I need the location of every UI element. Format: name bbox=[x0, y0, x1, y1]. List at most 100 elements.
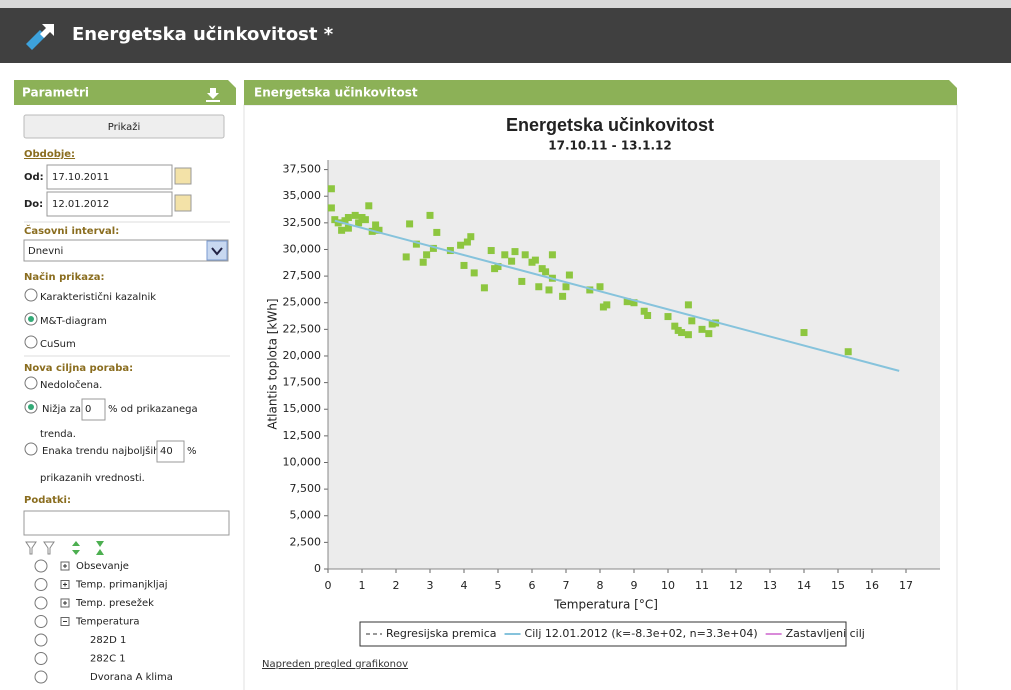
point bbox=[402, 253, 410, 261]
x-tick-label: 2 bbox=[393, 579, 400, 592]
tree-item: Obsevanje bbox=[76, 561, 129, 572]
point bbox=[419, 258, 427, 266]
point bbox=[423, 251, 431, 259]
radio[interactable] bbox=[24, 335, 38, 349]
tree-item: Dvorana A klima bbox=[90, 672, 173, 683]
point bbox=[344, 214, 352, 222]
point bbox=[671, 322, 679, 330]
best-value: 40 bbox=[160, 446, 173, 457]
point bbox=[630, 299, 638, 307]
point bbox=[535, 283, 543, 291]
target-line bbox=[334, 219, 900, 372]
x-tick-label: 0 bbox=[325, 579, 332, 592]
point bbox=[664, 313, 672, 321]
point bbox=[640, 307, 648, 315]
legend-label: Regresijska premica bbox=[386, 627, 497, 640]
best-input[interactable] bbox=[156, 440, 185, 463]
radio-label: Nedoločena. bbox=[40, 379, 102, 391]
sidebar-header bbox=[14, 80, 236, 105]
show-button-label: Prikaži bbox=[108, 121, 141, 133]
calendar-button[interactable] bbox=[174, 167, 192, 185]
point bbox=[586, 286, 594, 294]
to-input[interactable] bbox=[46, 191, 173, 217]
select-arrow[interactable] bbox=[206, 240, 228, 261]
panel-header bbox=[244, 80, 957, 105]
from-input[interactable] bbox=[46, 164, 173, 190]
point bbox=[426, 211, 434, 219]
radio[interactable] bbox=[34, 578, 48, 591]
chart-subtitle: 17.10.11 - 13.1.12 bbox=[548, 139, 671, 153]
calendar-button[interactable] bbox=[174, 194, 192, 212]
show-button[interactable] bbox=[23, 114, 225, 139]
plot-area bbox=[328, 160, 940, 569]
from-label: Od: bbox=[24, 172, 44, 183]
point bbox=[433, 228, 441, 236]
advanced-link[interactable]: Napreden pregled grafikonov bbox=[262, 659, 408, 670]
x-tick-label: 15 bbox=[831, 579, 845, 592]
x-tick-label: 17 bbox=[899, 579, 913, 592]
point bbox=[603, 301, 611, 309]
point bbox=[351, 211, 359, 219]
to-label: Do: bbox=[24, 199, 43, 210]
from-value: 17.10.2011 bbox=[52, 172, 109, 183]
radio[interactable] bbox=[34, 596, 48, 610]
y-tick-label: 35,000 bbox=[283, 189, 322, 202]
data-label: Podatki: bbox=[24, 495, 71, 506]
sidebar-title: Parametri bbox=[22, 86, 89, 100]
y-tick-label: 10,000 bbox=[283, 455, 322, 468]
legend bbox=[359, 621, 847, 647]
panel-title: Energetska učinkovitost bbox=[254, 86, 418, 100]
interval-value: Dnevni bbox=[28, 246, 63, 257]
point bbox=[372, 221, 380, 229]
y-tick-label: 27,500 bbox=[283, 269, 322, 282]
radio[interactable] bbox=[24, 288, 38, 302]
point bbox=[548, 251, 556, 259]
y-tick-label: 25,000 bbox=[283, 296, 322, 309]
legend-label: Zastavljeni cilj bbox=[786, 627, 865, 640]
x-tick-label: 14 bbox=[797, 579, 811, 592]
lower-after: % od prikazanega bbox=[108, 404, 198, 415]
point bbox=[508, 257, 516, 265]
x-tick-label: 12 bbox=[729, 579, 743, 592]
x-tick-label: 5 bbox=[495, 579, 502, 592]
radio[interactable] bbox=[34, 615, 48, 628]
radio[interactable] bbox=[24, 376, 38, 390]
point bbox=[698, 325, 706, 333]
search-input[interactable] bbox=[23, 510, 230, 536]
target-label: Nova ciljna poraba: bbox=[24, 363, 133, 374]
radio[interactable] bbox=[34, 670, 48, 684]
filter-icons[interactable] bbox=[25, 541, 104, 555]
x-tick-label: 3 bbox=[427, 579, 434, 592]
tree-item: 282D 1 bbox=[90, 635, 126, 646]
y-tick-label: 17,500 bbox=[283, 376, 322, 389]
y-tick-label: 12,500 bbox=[283, 429, 322, 442]
point bbox=[844, 348, 852, 356]
x-tick-label: 11 bbox=[695, 579, 709, 592]
x-tick-label: 7 bbox=[563, 579, 570, 592]
point bbox=[338, 226, 346, 234]
display-label: Način prikaza: bbox=[24, 271, 105, 283]
header-bar bbox=[0, 8, 1011, 63]
lower-input[interactable] bbox=[81, 398, 106, 421]
point bbox=[460, 261, 468, 269]
point bbox=[412, 240, 420, 248]
point bbox=[688, 317, 696, 325]
download-icon[interactable] bbox=[206, 88, 220, 102]
radio[interactable] bbox=[34, 559, 48, 573]
point bbox=[429, 244, 437, 252]
corner bbox=[949, 80, 957, 88]
radio[interactable] bbox=[34, 633, 48, 647]
point bbox=[334, 219, 342, 227]
point bbox=[684, 301, 692, 309]
point bbox=[365, 202, 373, 210]
point bbox=[470, 269, 478, 277]
point bbox=[457, 241, 465, 249]
radio[interactable] bbox=[34, 652, 48, 665]
to-value: 12.01.2012 bbox=[52, 199, 109, 210]
lower-value: 0 bbox=[85, 404, 91, 415]
point bbox=[644, 312, 652, 320]
interval-select[interactable] bbox=[23, 239, 229, 262]
point bbox=[684, 331, 692, 339]
point bbox=[678, 329, 686, 337]
radio[interactable] bbox=[24, 442, 38, 456]
